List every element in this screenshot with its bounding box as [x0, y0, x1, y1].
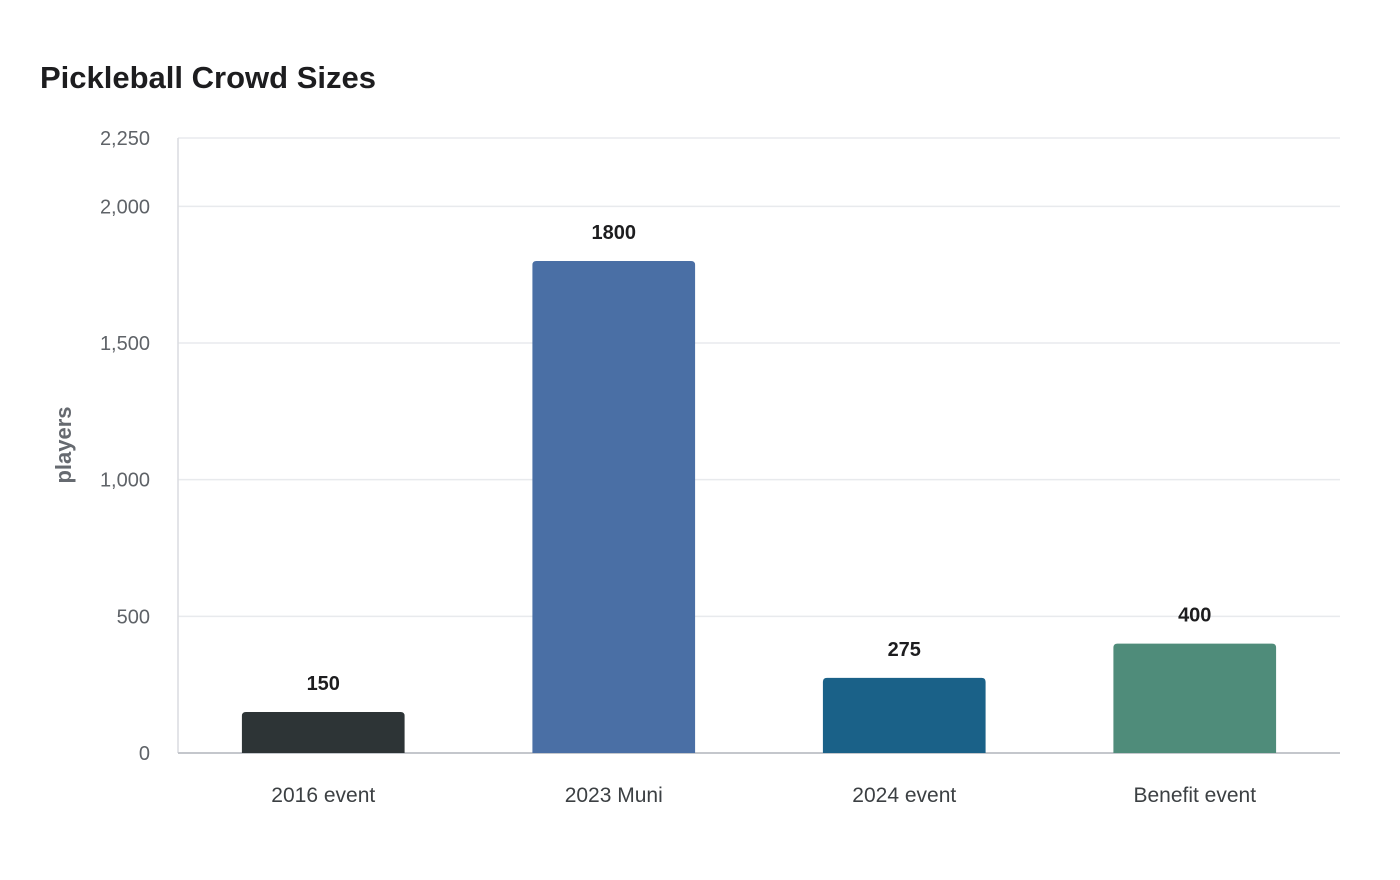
- bar-2023-muni: [532, 261, 696, 753]
- y-tick-label: 2,000: [100, 196, 150, 218]
- labels: 0 500 1,000 1,500 2,000 2,250 150 2016 event 180…: [100, 128, 1256, 807]
- y-tick-label: 2,250: [100, 128, 150, 150]
- y-tick-label: 0: [139, 743, 150, 765]
- chart-title: Pickleball Crowd Sizes: [40, 60, 376, 95]
- bar-benefit-event: [1113, 643, 1277, 753]
- y-tick-label: 1,500: [100, 333, 150, 355]
- x-tick-label: 2024 event: [852, 784, 956, 807]
- x-tick-label: 2016 event: [271, 784, 375, 807]
- y-tick-label: 1,000: [100, 470, 150, 492]
- bar-value-label: 400: [1178, 605, 1211, 627]
- x-tick-label: 2023 Muni: [565, 784, 663, 807]
- bars: [241, 261, 1277, 753]
- bar-value-label: 275: [888, 639, 921, 661]
- bar-value-label: 150: [307, 673, 340, 695]
- bar-2024-event: [822, 677, 986, 753]
- x-tick-label: Benefit event: [1133, 784, 1256, 807]
- y-tick-label: 500: [117, 606, 150, 628]
- bar-value-label: 1800: [592, 222, 637, 244]
- y-axis-title: players: [51, 406, 76, 483]
- grid-lines: [178, 137, 1340, 618]
- bar-2016-event: [241, 712, 405, 753]
